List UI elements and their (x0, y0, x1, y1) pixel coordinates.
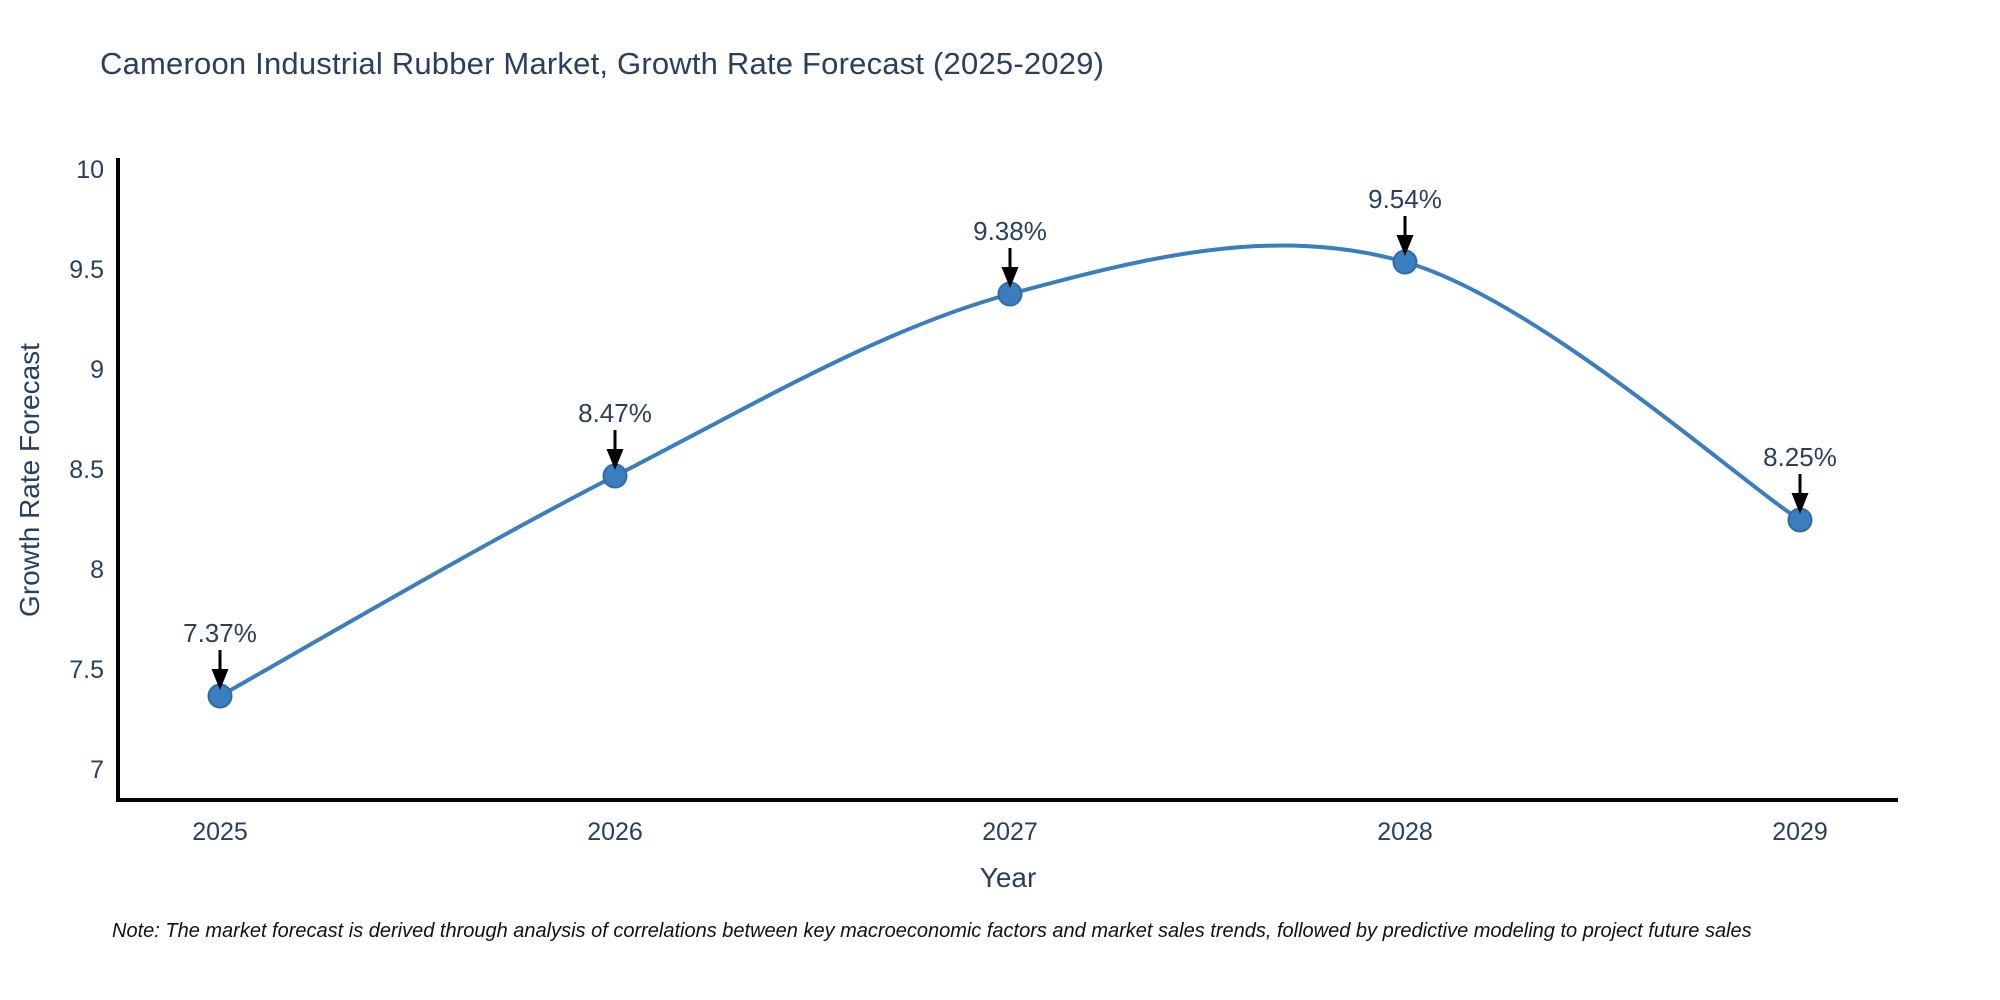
annotation-arrowhead-icon (606, 449, 624, 470)
y-tick-label: 8.5 (69, 456, 104, 484)
annotation-arrowhead-icon (211, 669, 229, 690)
data-point-label: 8.25% (1763, 442, 1837, 472)
chart-title: Cameroon Industrial Rubber Market, Growt… (100, 46, 1105, 81)
y-tick-label: 8 (90, 556, 104, 584)
data-point-label: 7.37% (183, 618, 257, 648)
x-tick-label: 2029 (1772, 818, 1828, 846)
x-tick-label: 2028 (1377, 818, 1433, 846)
data-point-label: 9.38% (973, 216, 1047, 246)
footnote: Note: The market forecast is derived thr… (112, 920, 1752, 942)
y-tick-label: 7.5 (69, 656, 104, 684)
forecast-trend-line (218, 243, 1802, 698)
x-axis-title: Year (979, 862, 1037, 893)
annotation-arrowhead-icon (1001, 267, 1019, 288)
annotation-arrowhead-icon (1791, 493, 1809, 514)
data-point-label: 9.54% (1368, 184, 1442, 214)
x-tick-label: 2025 (192, 818, 248, 846)
annotation-arrowhead-icon (1396, 235, 1414, 256)
x-tick-label: 2026 (587, 818, 643, 846)
x-tick-label: 2027 (982, 818, 1038, 846)
y-axis-title: Growth Rate Forecast (14, 343, 45, 617)
y-tick-label: 7 (90, 756, 104, 784)
y-tick-label: 10 (76, 156, 104, 184)
y-tick-label: 9 (90, 356, 104, 384)
data-point-label: 8.47% (578, 398, 652, 428)
y-tick-label: 9.5 (69, 256, 104, 284)
